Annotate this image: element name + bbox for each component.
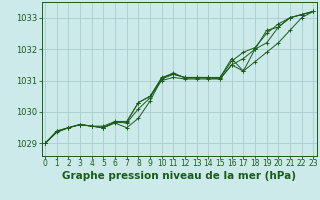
X-axis label: Graphe pression niveau de la mer (hPa): Graphe pression niveau de la mer (hPa) (62, 171, 296, 181)
